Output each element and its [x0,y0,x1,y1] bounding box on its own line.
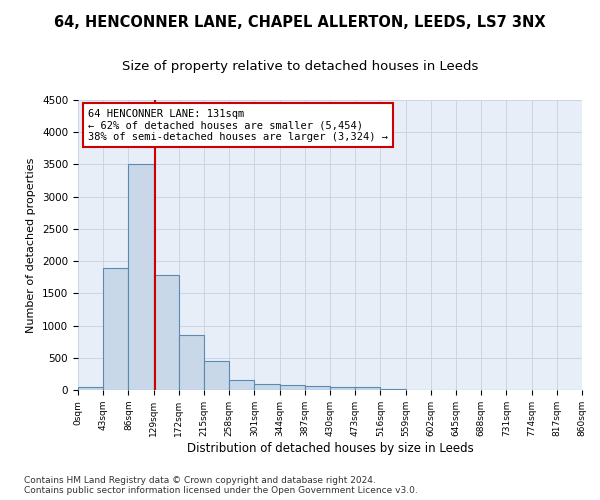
Bar [154,276,179,390]
Text: 64 HENCONNER LANE: 131sqm
← 62% of detached houses are smaller (5,454)
38% of se: 64 HENCONNER LANE: 131sqm ← 62% of detac… [88,108,388,142]
Text: Contains HM Land Registry data © Crown copyright and database right 2024.
Contai: Contains HM Land Registry data © Crown c… [24,476,418,495]
Bar [179,335,204,390]
Bar [229,380,254,390]
X-axis label: Distribution of detached houses by size in Leeds: Distribution of detached houses by size … [187,442,473,454]
Y-axis label: Number of detached properties: Number of detached properties [26,158,37,332]
Bar [78,387,103,390]
Bar [305,386,330,390]
Bar [128,164,154,390]
Bar [103,268,128,390]
Bar [280,386,305,390]
Text: Size of property relative to detached houses in Leeds: Size of property relative to detached ho… [122,60,478,73]
Text: 64, HENCONNER LANE, CHAPEL ALLERTON, LEEDS, LS7 3NX: 64, HENCONNER LANE, CHAPEL ALLERTON, LEE… [54,15,546,30]
Bar [355,388,380,390]
Bar [254,384,280,390]
Bar [204,361,229,390]
Bar [330,387,355,390]
